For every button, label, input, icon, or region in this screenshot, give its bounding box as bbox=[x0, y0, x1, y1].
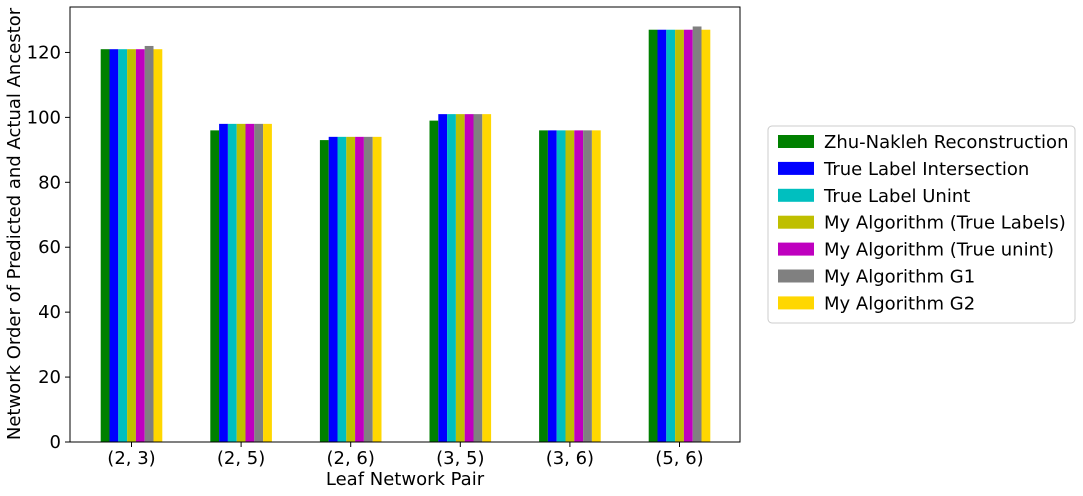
bar bbox=[346, 136, 356, 442]
x-tick-label: (2, 5) bbox=[217, 448, 265, 469]
legend-label: My Algorithm G2 bbox=[824, 293, 975, 314]
bar bbox=[464, 114, 474, 442]
y-tick-label: 100 bbox=[27, 107, 61, 128]
y-tick-label: 40 bbox=[38, 302, 61, 323]
bar bbox=[337, 136, 347, 442]
bar bbox=[219, 123, 228, 443]
legend-swatch bbox=[778, 296, 814, 310]
legend: Zhu-Nakleh Reconstruction True Label Inte… bbox=[767, 125, 1076, 324]
legend-swatch bbox=[778, 242, 814, 256]
bar bbox=[482, 114, 492, 442]
bar bbox=[127, 49, 136, 442]
bar bbox=[583, 130, 592, 443]
bars-group bbox=[100, 26, 711, 443]
bar bbox=[429, 120, 439, 443]
x-tick-label: (3, 5) bbox=[436, 448, 484, 469]
bar bbox=[210, 130, 220, 443]
legend-label: My Algorithm G1 bbox=[824, 267, 975, 288]
bar bbox=[701, 29, 711, 442]
bar bbox=[236, 123, 246, 443]
bar bbox=[328, 136, 338, 442]
bar bbox=[363, 136, 373, 442]
bar bbox=[547, 130, 557, 443]
y-axis-title: Network Order of Predicted and Actual An… bbox=[4, 7, 25, 440]
bar bbox=[574, 130, 584, 443]
bar bbox=[692, 26, 702, 442]
bar bbox=[438, 114, 448, 442]
x-tick-label: (2, 6) bbox=[326, 448, 374, 469]
plot-area-frame bbox=[69, 6, 741, 443]
bar bbox=[675, 29, 684, 442]
bar bbox=[227, 123, 237, 443]
legend-swatch bbox=[778, 161, 814, 175]
bar bbox=[144, 45, 154, 443]
bar bbox=[245, 123, 255, 443]
legend-frame bbox=[767, 125, 1076, 324]
x-tick-label: (2, 3) bbox=[107, 448, 155, 469]
y-tick-label: 120 bbox=[27, 42, 61, 63]
legend-swatch bbox=[778, 188, 814, 202]
legend-label: True Label Intersection bbox=[823, 159, 1029, 180]
y-tick-label: 80 bbox=[38, 172, 61, 193]
bar bbox=[473, 114, 483, 442]
bar bbox=[447, 114, 456, 442]
bar bbox=[591, 130, 601, 443]
bar bbox=[263, 123, 272, 443]
bar bbox=[355, 136, 364, 442]
legend-swatch bbox=[778, 135, 814, 148]
y-tick-label: 60 bbox=[38, 237, 61, 258]
y-tick-label: 0 bbox=[50, 432, 61, 453]
legend-label: Zhu-Nakleh Reconstruction bbox=[824, 132, 1068, 153]
y-tick-label: 20 bbox=[38, 367, 61, 388]
bar bbox=[539, 130, 548, 443]
bar bbox=[372, 136, 382, 442]
bar bbox=[118, 49, 128, 442]
x-axis: (2, 3) (2, 5) (2, 6) (3, 5) (3, 6) (5, 6) bbox=[107, 442, 704, 469]
bar bbox=[683, 29, 693, 442]
bar bbox=[109, 49, 119, 442]
x-tick-label: (5, 6) bbox=[655, 448, 703, 469]
y-axis: 0 20 40 60 80 100 120 bbox=[27, 42, 70, 453]
bar bbox=[319, 140, 329, 442]
legend-label: True Label Unint bbox=[823, 186, 970, 207]
bar bbox=[657, 29, 667, 442]
x-axis-title: Leaf Network Pair bbox=[326, 469, 485, 490]
legend-label: My Algorithm (True unint) bbox=[824, 240, 1054, 261]
x-tick-label: (3, 6) bbox=[546, 448, 594, 469]
legend-label: My Algorithm (True Labels) bbox=[824, 213, 1066, 234]
legend-swatch bbox=[778, 215, 814, 229]
bar bbox=[455, 114, 465, 442]
bar bbox=[100, 49, 110, 442]
legend-swatch bbox=[778, 269, 814, 283]
bar bbox=[648, 29, 658, 442]
bar bbox=[254, 123, 264, 443]
bar bbox=[666, 29, 676, 442]
bar bbox=[153, 49, 163, 442]
bar bbox=[565, 130, 575, 443]
bar bbox=[556, 130, 566, 443]
bar bbox=[135, 49, 145, 442]
